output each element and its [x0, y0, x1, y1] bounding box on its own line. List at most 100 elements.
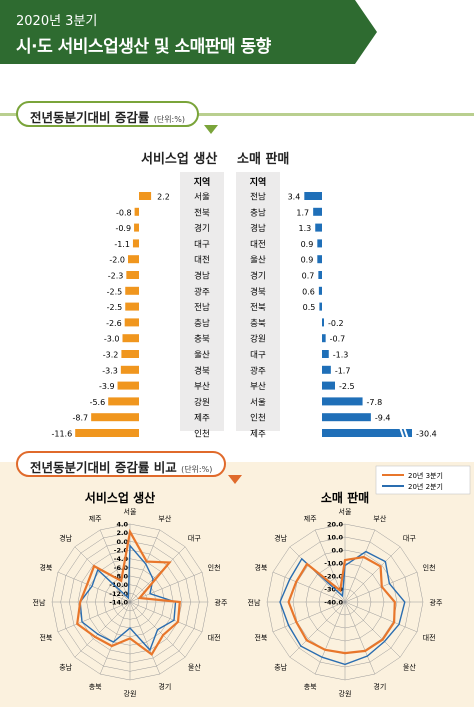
service-region-label: 대구 — [194, 240, 210, 250]
retail-bar — [322, 365, 331, 374]
service-region-label: 서울 — [194, 193, 210, 203]
service-radar-axis-label: 전남 — [33, 598, 46, 607]
section2-unit: (단위:%) — [181, 465, 213, 474]
service-radar-axis-label: 대구 — [188, 535, 201, 543]
section2-label: 전년동분기대비 증감률 비교 (단위:%) — [16, 451, 242, 484]
retail-value-label: -9.4 — [375, 414, 391, 423]
service-bar — [122, 334, 139, 343]
retail-radar-title: 소매 판매 — [321, 490, 369, 505]
retail-bar — [322, 413, 371, 422]
service-radar-spoke — [129, 571, 203, 603]
retail-bar — [322, 318, 324, 327]
service-radar-axis-label: 경북 — [39, 563, 52, 572]
retail-value-label: -1.3 — [333, 351, 349, 360]
service-bar — [75, 429, 139, 437]
retail-radar-tick-label: 20.0 — [327, 521, 344, 529]
retail-radar-axis-label: 서울 — [339, 507, 352, 516]
retail-radar-spoke — [344, 601, 418, 633]
service-radar-tick-label: 2.0 — [116, 529, 128, 537]
service-bar — [132, 239, 139, 248]
retail-radar-spoke — [344, 601, 401, 658]
service-radar-spoke — [99, 601, 131, 675]
service-chart-title: 서비스업 생산 — [141, 152, 218, 167]
retail-region-label: 경기 — [250, 271, 266, 282]
retail-bar — [322, 350, 329, 358]
retail-value-label: -2.5 — [339, 382, 355, 391]
pill-tail — [228, 475, 242, 484]
retail-radar-spoke — [344, 529, 376, 603]
retail-radar-axis-label: 경남 — [274, 534, 287, 543]
service-value-label: -5.6 — [90, 398, 106, 407]
retail-region-label: 대구 — [250, 351, 266, 361]
retail-region-label: 광주 — [250, 365, 266, 376]
service-radar-axis-label: 전북 — [39, 633, 52, 642]
retail-radar-spoke — [272, 601, 346, 633]
retail-region-label: 제주 — [250, 430, 266, 440]
service-region-label: 충북 — [194, 335, 210, 345]
service-value-label: -2.0 — [109, 256, 125, 265]
retail-bar — [322, 334, 326, 343]
service-bar — [139, 192, 152, 200]
retail-region-label: 전남 — [250, 192, 266, 203]
service-region-label: 경남 — [194, 271, 210, 282]
retail-region-header: 지역 — [250, 176, 267, 188]
subtitle: 2020년 3분기 — [16, 14, 98, 29]
retail-radar-spoke — [314, 601, 346, 675]
service-value-label: -11.6 — [51, 430, 72, 439]
service-radar-axis-label: 충북 — [89, 682, 102, 691]
service-region-label: 울산 — [194, 350, 210, 361]
retail-radar-tick-label: 10.0 — [327, 534, 344, 542]
service-bar — [117, 381, 139, 390]
service-bar — [124, 318, 139, 327]
service-radar-axis-label: 부산 — [158, 514, 171, 523]
service-region-label: 대전 — [194, 255, 210, 266]
section2-background — [0, 462, 474, 707]
retail-radar-axis-label: 울산 — [403, 662, 416, 671]
service-value-label: -8.7 — [73, 414, 89, 423]
service-radar-title: 서비스업 생산 — [85, 490, 155, 505]
retail-region-label: 강원 — [250, 334, 266, 345]
retail-bar — [317, 255, 322, 264]
section1-unit: (단위:%) — [153, 115, 185, 124]
service-radar-tick-label: -12.0 — [109, 590, 128, 598]
retail-bar — [304, 192, 322, 200]
service-value-label: -1.1 — [114, 240, 130, 249]
retail-region-label: 부산 — [250, 381, 266, 392]
retail-region-label: 충북 — [250, 319, 266, 329]
service-bar — [125, 302, 139, 311]
retail-radar-tick-label: -40.0 — [324, 599, 343, 607]
service-value-label: -3.3 — [102, 366, 118, 375]
retail-region-label: 대전 — [250, 239, 266, 250]
section1-label: 전년동분기대비 증감률 (단위:%) — [16, 101, 218, 134]
service-value-label: -3.0 — [104, 335, 120, 344]
retail-value-label: -0.2 — [328, 319, 344, 328]
axis-break-mark — [399, 426, 409, 440]
retail-region-label: 경남 — [250, 223, 266, 234]
retail-bar — [315, 223, 322, 232]
service-value-label: -0.8 — [116, 208, 132, 217]
retail-bar — [322, 429, 412, 437]
retail-radar-spoke — [344, 601, 376, 675]
section1-title: 전년동분기대비 증감률 — [30, 110, 150, 125]
legend-label-q3: 20년 3분기 — [408, 471, 443, 480]
service-radar-series-q3 — [76, 528, 181, 657]
retail-value-label: -1.7 — [335, 366, 351, 375]
service-radar-tick-label: -6.0 — [114, 564, 129, 572]
service-region-label: 충남 — [194, 319, 210, 329]
retail-bar — [313, 207, 322, 216]
service-radar-axis-label: 대전 — [208, 633, 221, 642]
service-radar-spoke — [129, 601, 203, 633]
service-value-label: -2.5 — [107, 303, 123, 312]
retail-bar — [322, 381, 335, 390]
service-bar — [91, 413, 139, 422]
service-radar-spoke — [129, 601, 161, 675]
service-region-label: 전북 — [194, 207, 210, 218]
service-bar — [128, 255, 139, 264]
retail-bar — [317, 239, 322, 248]
service-value-label: 2.2 — [157, 193, 170, 202]
service-radar-axis-label: 서울 — [124, 507, 137, 516]
retail-region-label: 충남 — [250, 208, 266, 218]
retail-value-label: 0.5 — [303, 303, 316, 312]
retail-value-label: -7.8 — [367, 398, 383, 407]
